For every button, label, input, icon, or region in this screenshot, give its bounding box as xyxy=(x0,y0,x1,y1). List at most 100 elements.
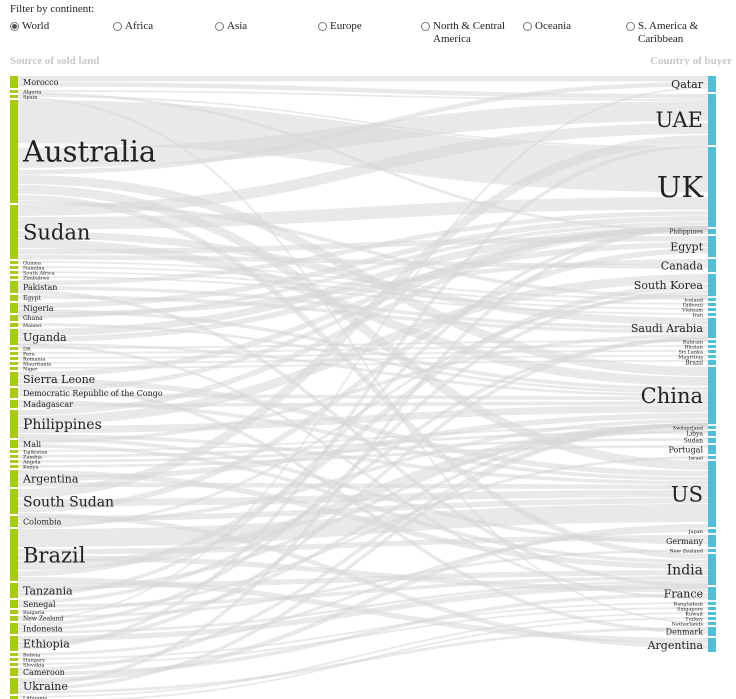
buyer-node-us[interactable]: US xyxy=(671,461,716,527)
source-node-angola[interactable]: Angola xyxy=(10,459,41,465)
buyer-node-uk[interactable]: UK xyxy=(657,147,716,227)
buyer-node-iran[interactable]: Iran xyxy=(692,312,716,318)
source-bar xyxy=(10,372,18,386)
source-node-morocco[interactable]: Morocco xyxy=(10,76,59,88)
buyer-node-france[interactable]: France xyxy=(664,587,716,600)
source-node-ghana[interactable]: Ghana xyxy=(10,315,43,322)
source-node-cameroon[interactable]: Cameroon xyxy=(10,668,65,677)
source-node-niger[interactable]: Niger xyxy=(10,366,38,372)
source-node-namibia[interactable]: Namibia xyxy=(10,265,44,271)
source-node-philippines[interactable]: Philippines xyxy=(10,410,102,438)
buyer-node-japan[interactable]: Japan xyxy=(688,529,716,535)
source-node-guinea[interactable]: Guinea xyxy=(10,260,41,266)
buyer-node-south-korea[interactable]: South Korea xyxy=(634,274,716,296)
buyer-node-bahrain[interactable]: Bahrain xyxy=(683,339,716,345)
source-node-kenya[interactable]: Kenya xyxy=(10,464,39,470)
buyer-node-india[interactable]: India xyxy=(667,554,716,585)
buyer-node-netherlands[interactable]: Netherlands xyxy=(672,621,716,627)
buyer-node-kuwait[interactable]: Kuwait xyxy=(685,611,716,617)
buyer-node-turkey[interactable]: Turkey xyxy=(685,616,716,622)
buyer-node-singapore[interactable]: Singapore xyxy=(677,606,716,612)
buyer-node-portugal[interactable]: Portugal xyxy=(668,445,716,454)
buyer-node-mauritius[interactable]: Mauritius xyxy=(678,354,716,360)
source-node-romania[interactable]: Romania xyxy=(10,356,45,362)
source-node-ukraine[interactable]: Ukraine xyxy=(10,678,68,694)
buyer-node-qatar[interactable]: Qatar xyxy=(671,76,716,92)
buyer-node-germany[interactable]: Germany xyxy=(666,535,716,547)
filter-option-oceania[interactable]: Oceania xyxy=(523,20,571,33)
buyer-node-argentina[interactable]: Argentina xyxy=(647,638,716,652)
source-node-tanzania[interactable]: Tanzania xyxy=(10,583,73,598)
source-node-slovakia[interactable]: Slovakia xyxy=(10,662,44,668)
filter-option-s-america-caribbean[interactable]: S. America & Caribbean xyxy=(626,20,698,46)
source-node-australia[interactable]: Australia xyxy=(10,100,156,203)
source-node-sierra-leone[interactable]: Sierra Leone xyxy=(10,372,95,386)
source-node-argentina[interactable]: Argentina xyxy=(10,470,79,487)
source-node-ethiopia[interactable]: Ethiopia xyxy=(10,636,70,651)
buyer-node-djibouti[interactable]: Djibouti xyxy=(683,302,716,308)
source-node-madagascar[interactable]: Madagascar xyxy=(10,400,73,409)
buyer-node-brazil[interactable]: Brazil xyxy=(685,360,716,367)
filter-option-africa[interactable]: Africa xyxy=(113,20,153,33)
buyer-node-denmark[interactable]: Denmark xyxy=(666,627,716,636)
source-node-mali[interactable]: Mali xyxy=(10,440,42,449)
source-node-democratic-republic-of-the-congo[interactable]: Democratic Republic of the Congo xyxy=(10,388,163,398)
source-node-south-sudan[interactable]: South Sudan xyxy=(10,489,114,514)
radio-dot-icon[interactable] xyxy=(318,22,327,31)
source-node-sudan[interactable]: Sudan xyxy=(10,205,90,259)
buyer-node-egypt[interactable]: Egypt xyxy=(670,236,716,257)
filter-option-world[interactable]: World xyxy=(10,20,49,33)
source-node-algeria[interactable]: Algeria xyxy=(10,89,41,95)
buyer-node-israel[interactable]: Israel xyxy=(689,455,716,461)
source-node-colombia[interactable]: Colombia xyxy=(10,516,62,527)
source-node-pakistan[interactable]: Pakistan xyxy=(10,281,57,293)
filter-option-asia[interactable]: Asia xyxy=(215,20,247,33)
source-node-south-africa[interactable]: South Africa xyxy=(10,270,55,276)
source-node-new-zealand[interactable]: New Zealand xyxy=(10,616,64,623)
filter-option-north-central-america[interactable]: North & Central America xyxy=(421,20,505,46)
source-node-zimbabwe[interactable]: Zimbabwe xyxy=(10,275,49,281)
source-node-malawi[interactable]: Malawi xyxy=(10,323,42,329)
buyer-node-switzerland[interactable]: Switzerland xyxy=(673,425,716,431)
buyer-node-philippines[interactable]: Philippines xyxy=(669,229,716,236)
buyer-node-sri-lanka[interactable]: Sri Lanka xyxy=(678,349,716,355)
source-node-tajikistan[interactable]: Tajikistan xyxy=(10,449,48,455)
source-node-hungary[interactable]: Hungary xyxy=(10,657,45,663)
buyer-node-canada[interactable]: Canada xyxy=(661,259,716,272)
source-node-dr[interactable]: DR xyxy=(10,346,31,352)
filter-option-europe[interactable]: Europe xyxy=(318,20,362,33)
source-node-mauritania[interactable]: Mauritania xyxy=(10,361,51,367)
flow-ribbon xyxy=(17,513,709,649)
source-node-uganda[interactable]: Uganda xyxy=(10,329,67,345)
source-node-egypt[interactable]: Egypt xyxy=(10,295,41,302)
radio-dot-icon[interactable] xyxy=(626,22,635,31)
buyer-node-bangladesh[interactable]: Bangladesh xyxy=(673,601,716,607)
radio-dot-icon[interactable] xyxy=(421,22,430,31)
flow-ribbon xyxy=(17,431,709,458)
buyer-node-china[interactable]: China xyxy=(641,367,716,424)
buyer-node-new-zealand[interactable]: New Zealand xyxy=(669,548,716,554)
source-node-bulgaria[interactable]: Bulgaria xyxy=(10,610,45,616)
source-node-spain[interactable]: Spain xyxy=(10,94,38,100)
source-node-lithuania[interactable]: Lithuania xyxy=(10,695,47,699)
buyer-node-saudi-arabia[interactable]: Saudi Arabia xyxy=(631,318,716,338)
buyer-node-iceland[interactable]: Iceland xyxy=(684,297,716,303)
radio-dot-icon[interactable] xyxy=(10,22,19,31)
buyer-node-uae[interactable]: UAE xyxy=(655,94,716,145)
flow-ribbon xyxy=(17,350,709,359)
buyer-node-bhutan[interactable]: Bhutan xyxy=(685,344,716,350)
buyer-node-sudan[interactable]: Sudan xyxy=(684,438,716,445)
source-bar xyxy=(10,266,18,269)
radio-dot-icon[interactable] xyxy=(215,22,224,31)
radio-dot-icon[interactable] xyxy=(113,22,122,31)
source-node-bolivia[interactable]: Bolivia xyxy=(10,652,40,658)
source-node-zambia[interactable]: Zambia xyxy=(10,454,42,460)
source-node-peru[interactable]: Peru xyxy=(10,351,35,357)
buyer-node-libya[interactable]: Libya xyxy=(686,431,716,438)
source-node-nigeria[interactable]: Nigeria xyxy=(10,303,54,313)
radio-dot-icon[interactable] xyxy=(523,22,532,31)
source-node-brazil[interactable]: Brazil xyxy=(10,529,86,581)
buyer-node-vietnam[interactable]: Vietnam xyxy=(681,307,716,313)
source-node-indonesia[interactable]: Indonesia xyxy=(10,623,63,634)
source-node-senegal[interactable]: Senegal xyxy=(10,600,56,609)
